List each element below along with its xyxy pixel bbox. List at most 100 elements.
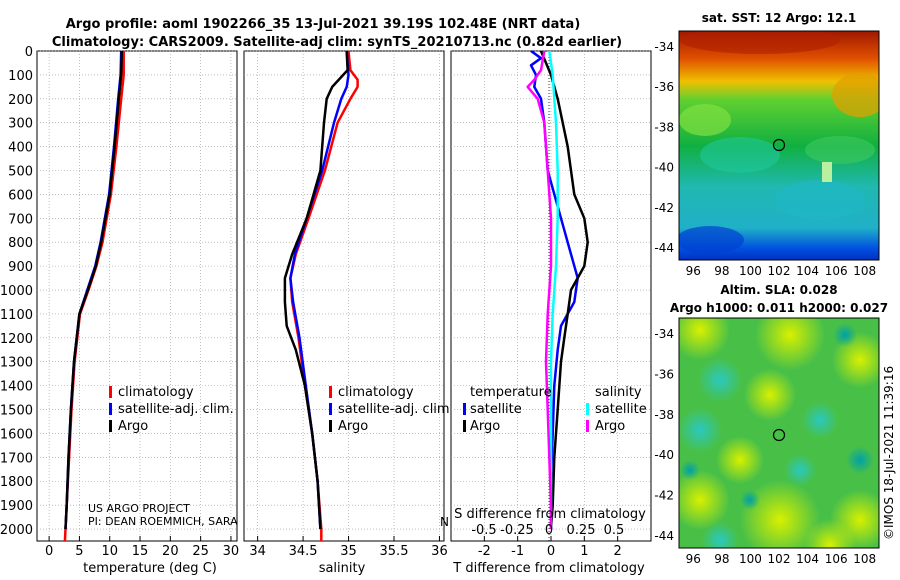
legend-label-temp-argo: Argo [470, 419, 500, 434]
sla-map-title-line1: Altim. SLA: 0.028 [720, 283, 837, 297]
salinity-tick-labels: 34 34.5 35 35.5 36 [249, 544, 447, 559]
legend-label-satellite: satellite-adj. clim. [118, 402, 234, 417]
sst-patch [679, 104, 731, 136]
x-tick-label: 10 [101, 544, 118, 559]
x-tick-label: 30 [223, 544, 240, 559]
lat-tick-label: -40 [654, 161, 674, 175]
salinity-series [283, 50, 359, 541]
lat-tick-label: -44 [654, 241, 674, 255]
sla-anomaly [679, 408, 722, 452]
depth-tick-label: 1800 [0, 475, 33, 490]
legend-label-sal-argo: Argo [595, 419, 625, 434]
series-line [539, 50, 589, 530]
series-line [548, 50, 559, 529]
series-line [526, 50, 553, 529]
lon-tick-label: 98 [714, 264, 729, 278]
sla-anomaly [755, 318, 825, 370]
sec-tick-label: 0.5 [604, 523, 625, 538]
depth-tick-label: 2000 [0, 523, 33, 538]
x-tick-label: 2 [614, 544, 622, 559]
sla-anomaly [680, 460, 700, 480]
sla-lon-ticks: 96 98 100 102 104 106 108 [686, 552, 877, 566]
x-tick-label: 15 [132, 544, 149, 559]
legend-label-temp-satellite: satellite [470, 402, 522, 417]
lon-tick-label: 98 [714, 552, 729, 566]
lon-tick-label: 100 [739, 264, 762, 278]
temperature-series [63, 50, 125, 542]
difference-series [526, 49, 589, 530]
lat-tick-label: -36 [654, 80, 674, 94]
temperature-panel: 0100200300400500600700800900100011001200… [0, 45, 240, 576]
x-tick-label: 34.5 [289, 544, 318, 559]
lat-tick-label: -34 [654, 40, 674, 54]
sst-map: sat. SST: 12 Argo: 12.1 96 98 100 102 104 106… [654, 11, 880, 278]
figure-title-line2: Climatology: CARS2009. Satellite-adj cli… [52, 35, 622, 50]
sst-map-image [679, 31, 879, 260]
sla-anomaly [744, 369, 796, 421]
legend-label-sal-satellite: satellite [595, 402, 647, 417]
difference-tick-labels: -2 -1 0 1 2 [478, 544, 622, 559]
lon-tick-label: 104 [796, 264, 819, 278]
x-tick-label: 34 [249, 544, 266, 559]
attribution-clip: PI: DEAN ROEMMICH, SARAH [88, 515, 237, 528]
difference-legend: temperature satellite Argo salinity sate… [463, 385, 647, 434]
depth-tick-label: 200 [8, 93, 33, 108]
x-tick-label: -2 [478, 544, 491, 559]
legend-swatch-temp-argo [463, 420, 466, 432]
temperature-xlabel: temperature (deg C) [83, 561, 217, 576]
sla-anomaly [802, 402, 838, 438]
sst-lon-ticks: 96 98 100 102 104 106 108 [686, 264, 877, 278]
lat-tick-label: -38 [654, 408, 674, 422]
legend-title-salinity: salinity [595, 385, 642, 400]
depth-tick-label: 1200 [0, 332, 33, 347]
sec-tick-label: 0.25 [567, 523, 596, 538]
legend-swatch-temp-satellite [463, 403, 466, 415]
depth-tick-label: 1000 [0, 284, 33, 299]
sla-anomaly [804, 519, 856, 548]
sec-tick-label: 0 [545, 523, 553, 538]
overlap-fragment: N [440, 515, 449, 529]
lon-tick-label: 108 [853, 264, 876, 278]
legend-swatch-climatology [109, 386, 112, 398]
sla-anomaly [833, 323, 857, 347]
x-tick-label: 20 [162, 544, 179, 559]
depth-tick-label: 0 [25, 45, 33, 60]
salinity-gridlines [244, 50, 444, 541]
sst-patch [775, 180, 865, 220]
sst-patch [680, 31, 840, 54]
sst-patch [700, 137, 780, 173]
depth-tick-labels: 0 100 200 300 400 500 600 700 800 900 1000 1100 1200… [0, 45, 33, 538]
figure-title-line1: Argo profile: aoml 1902266_35 13-Jul-202… [66, 17, 581, 32]
legend-label-argo: Argo [338, 419, 368, 434]
copyright-label: ©IMOS 18-Jul-2021 11:39:16 [882, 366, 896, 540]
difference-xlabel: T difference from climatology [452, 561, 645, 576]
legend-swatch-satellite [329, 403, 332, 415]
legend-swatch-satellite [109, 403, 112, 415]
sla-anomaly [740, 490, 760, 510]
legend-label-climatology: climatology [118, 385, 194, 400]
lon-tick-label: 106 [825, 552, 848, 566]
sla-anomaly [784, 454, 816, 486]
depth-tick-label: 1100 [0, 308, 33, 323]
difference-gridlines [451, 50, 651, 541]
sla-map-image [679, 318, 879, 548]
lat-tick-label: -36 [654, 367, 674, 381]
depth-tick-label: 300 [8, 117, 33, 132]
depth-tick-label: 500 [8, 165, 33, 180]
temperature-gridlines [37, 50, 237, 541]
legend-swatch-argo [109, 420, 112, 432]
salinity-xlabel: salinity [319, 561, 366, 576]
depth-tick-label: 1700 [0, 451, 33, 466]
depth-tick-label: 1900 [0, 499, 33, 514]
depth-tick-label: 400 [8, 141, 33, 156]
sla-anomaly [702, 522, 738, 548]
lat-tick-label: -42 [654, 201, 674, 215]
temperature-axes-box [36, 50, 238, 542]
x-tick-label: 25 [192, 544, 209, 559]
sla-lat-ticks: -34 -36 -38 -40 -42 -44 [654, 327, 674, 543]
legend-swatch-sal-argo [586, 420, 589, 432]
depth-tick-label: 1500 [0, 404, 33, 419]
lon-tick-label: 100 [739, 552, 762, 566]
depth-tick-label: 1300 [0, 356, 33, 371]
